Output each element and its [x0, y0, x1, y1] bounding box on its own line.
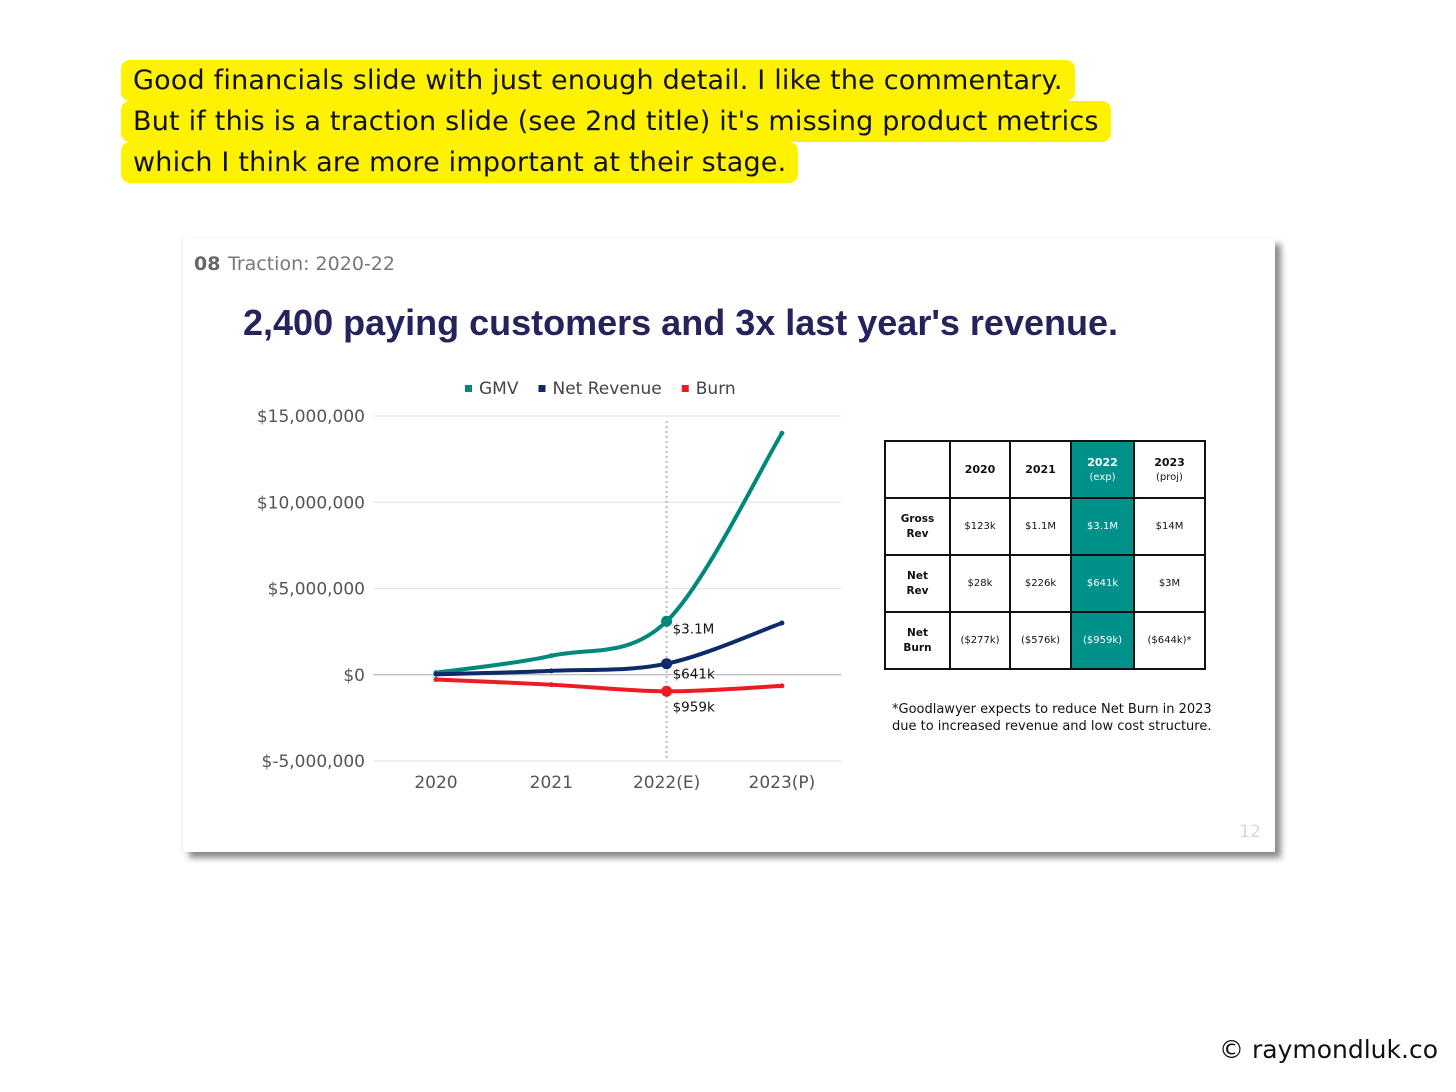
table-header: 2023 (proj): [1133, 440, 1206, 499]
legend-label: Burn: [696, 379, 736, 399]
table-corner: [884, 440, 951, 499]
table-cell: $14M: [1133, 497, 1206, 556]
y-tick-label: $0: [343, 666, 365, 686]
data-point: [548, 653, 554, 659]
table-cell: ($644k)*: [1133, 611, 1206, 670]
legend-label: Net Revenue: [552, 379, 661, 399]
data-point: [661, 685, 673, 697]
burn-footnote: *Goodlawyer expects to reduce Net Burn i…: [892, 701, 1212, 735]
y-tick-label: $10,000,000: [257, 493, 365, 513]
legend-swatch: [465, 385, 472, 392]
data-point: [433, 677, 439, 683]
data-label: $3.1M: [673, 621, 715, 637]
table-cell: $226k: [1009, 554, 1072, 613]
x-tick-label: 2023(P): [749, 773, 816, 793]
row-label: Gross Rev: [884, 497, 951, 556]
data-point: [779, 620, 785, 626]
row-label: Net Rev: [884, 554, 951, 613]
table-cell-highlight: ($959k): [1070, 611, 1135, 670]
credit-watermark: © raymondluk.co: [1219, 1035, 1438, 1064]
table-cell: ($277k): [949, 611, 1011, 670]
section-number: 08: [194, 253, 221, 275]
table-cell: $28k: [949, 554, 1011, 613]
reviewer-comment: Good financials slide with just enough d…: [121, 60, 1111, 183]
table-row: Net Burn ($277k) ($576k) ($959k) ($644k)*: [884, 611, 1206, 670]
data-point: [779, 683, 785, 689]
table-cell: $3M: [1133, 554, 1206, 613]
table-cell-highlight: $641k: [1070, 554, 1135, 613]
data-point: [433, 671, 439, 677]
y-tick-label: $5,000,000: [268, 580, 365, 600]
footnote-line: *Goodlawyer expects to reduce Net Burn i…: [892, 702, 1212, 717]
data-point: [661, 658, 673, 670]
table-cell: $1.1M: [1009, 497, 1072, 556]
data-label: $641k: [673, 667, 715, 683]
table-header-highlight: 2022 (exp): [1070, 440, 1135, 499]
legend-swatch: [681, 385, 689, 392]
table-row: Gross Rev $123k $1.1M $3.1M $14M: [884, 497, 1206, 556]
data-point: [548, 682, 554, 688]
data-point: [779, 430, 785, 436]
y-tick-label: $15,000,000: [257, 407, 365, 427]
table-cell: $123k: [949, 497, 1011, 556]
financials-line-chart: $15,000,000 $10,000,000 $5,000,000 $0 $-5,00…: [257, 379, 841, 793]
table-header: 2021: [1009, 440, 1072, 499]
y-tick-label: $-5,000,000: [262, 752, 365, 772]
financials-table: 2020 2021 2022 (exp) 2023 (proj) Gross Rev …: [884, 440, 1206, 670]
x-tick-label: 2022(E): [633, 773, 700, 793]
comment-line: But if this is a traction slide (see 2nd…: [121, 101, 1111, 142]
legend-swatch: [538, 385, 546, 392]
legend-label: GMV: [479, 379, 519, 399]
footnote-line: due to increased revenue and low cost st…: [892, 719, 1212, 734]
table-header: 2020: [949, 440, 1011, 499]
data-point: [661, 615, 673, 627]
comment-line: which I think are more important at thei…: [121, 142, 799, 183]
slide-headline: 2,400 paying customers and 3x last year'…: [243, 302, 1119, 343]
data-point: [548, 668, 554, 674]
series-line-gmv: [434, 431, 784, 675]
data-label: $959k: [673, 699, 715, 715]
series-line-burn: [434, 677, 784, 694]
section-title: Traction: 2020-22: [228, 253, 395, 275]
table-row: Net Rev $28k $226k $641k $3M: [884, 554, 1206, 613]
pitch-slide: 08 Traction: 2020-22 2,400 paying custom…: [183, 238, 1275, 852]
series-line-net-revenue: [434, 621, 784, 677]
table-cell: ($576k): [1009, 611, 1072, 670]
row-label: Net Burn: [884, 611, 951, 670]
table-cell-highlight: $3.1M: [1070, 497, 1135, 556]
x-tick-label: 2020: [414, 773, 457, 793]
page-number: 12: [1239, 822, 1261, 842]
table-header-row: 2020 2021 2022 (exp) 2023 (proj): [884, 440, 1206, 499]
x-tick-label: 2021: [530, 773, 573, 793]
comment-line: Good financials slide with just enough d…: [121, 60, 1075, 101]
